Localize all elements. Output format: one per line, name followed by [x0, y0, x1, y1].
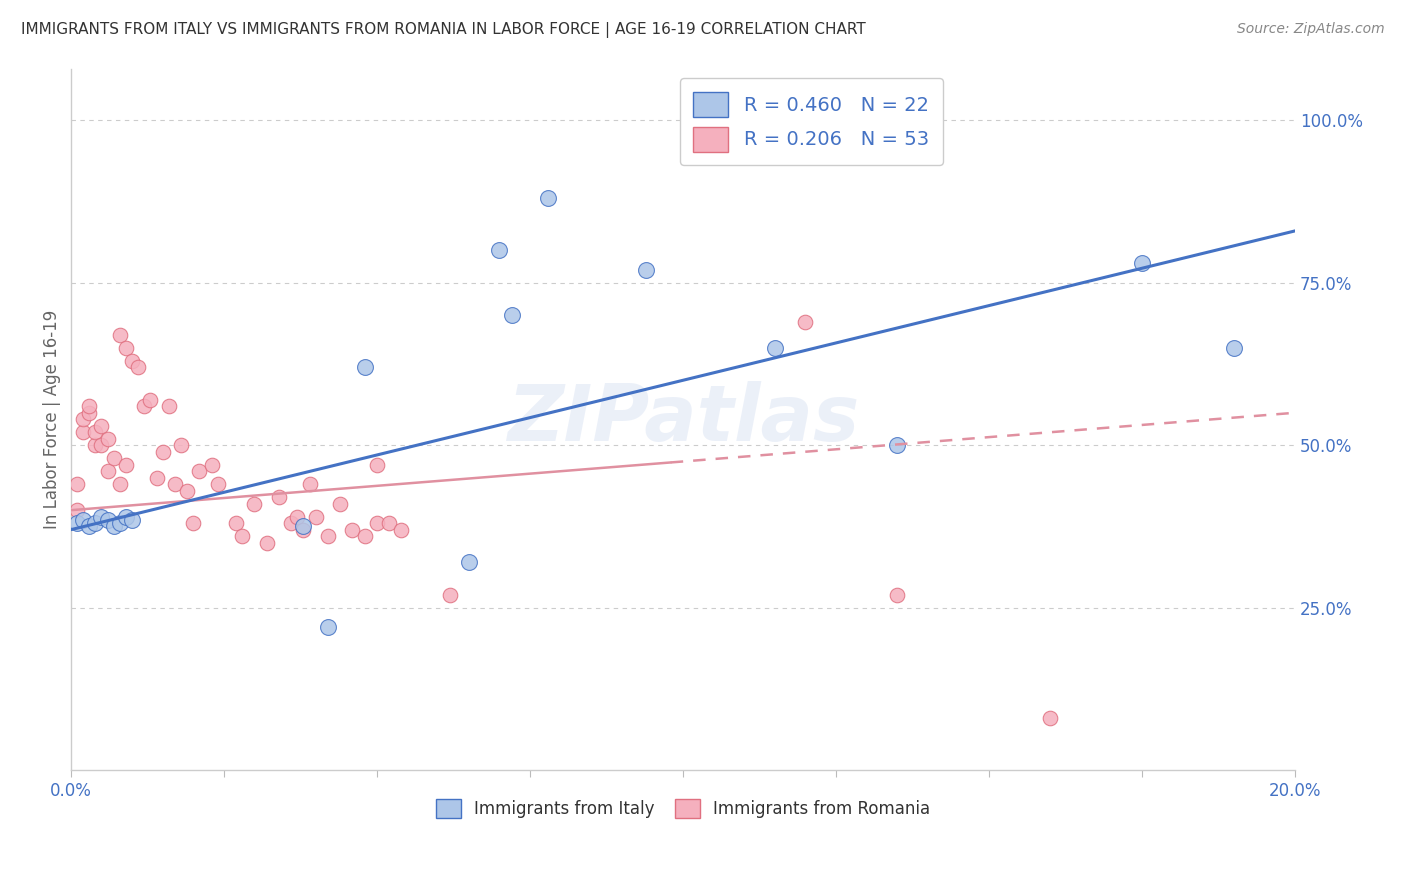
Point: [77, 399, 100, 413]
Point: [66, 516, 89, 531]
Point: [256, 535, 278, 549]
Point: [163, 477, 186, 491]
Point: [90, 509, 112, 524]
Point: [1039, 711, 1062, 725]
Point: [90, 438, 112, 452]
Point: [292, 523, 315, 537]
Point: [84, 516, 107, 531]
Point: [353, 529, 375, 543]
Point: [66, 503, 89, 517]
Point: [1223, 341, 1246, 355]
Point: [378, 516, 401, 531]
Point: [103, 519, 125, 533]
Point: [329, 497, 352, 511]
Point: [84, 438, 107, 452]
Point: [316, 620, 339, 634]
Point: [1130, 256, 1153, 270]
Point: [176, 483, 198, 498]
Point: [121, 513, 143, 527]
Point: [439, 588, 461, 602]
Text: ZIPatlas: ZIPatlas: [506, 381, 859, 458]
Point: [97, 513, 120, 527]
Point: [72, 425, 94, 440]
Point: [72, 513, 94, 527]
Point: [77, 406, 100, 420]
Point: [292, 519, 315, 533]
Point: [305, 509, 328, 524]
Y-axis label: In Labor Force | Age 16-19: In Labor Force | Age 16-19: [44, 310, 60, 529]
Point: [298, 477, 321, 491]
Point: [537, 191, 560, 205]
Point: [145, 471, 167, 485]
Point: [267, 490, 290, 504]
Point: [225, 516, 247, 531]
Point: [103, 451, 125, 466]
Point: [886, 438, 908, 452]
Text: Source: ZipAtlas.com: Source: ZipAtlas.com: [1237, 22, 1385, 37]
Point: [90, 418, 112, 433]
Point: [139, 392, 162, 407]
Point: [77, 519, 100, 533]
Point: [201, 458, 224, 472]
Point: [115, 341, 138, 355]
Point: [72, 412, 94, 426]
Point: [152, 444, 174, 458]
Point: [181, 516, 204, 531]
Point: [66, 477, 89, 491]
Point: [886, 588, 908, 602]
Point: [280, 516, 302, 531]
Point: [115, 458, 138, 472]
Point: [636, 263, 658, 277]
Point: [457, 555, 479, 569]
Point: [501, 309, 523, 323]
Point: [316, 529, 339, 543]
Point: [115, 509, 138, 524]
Point: [366, 458, 388, 472]
Point: [108, 516, 131, 531]
Point: [170, 438, 193, 452]
Point: [488, 244, 510, 258]
Point: [134, 399, 156, 413]
Point: [285, 509, 308, 524]
Point: [127, 360, 149, 375]
Point: [108, 327, 131, 342]
Point: [366, 516, 388, 531]
Legend: Immigrants from Italy, Immigrants from Romania: Immigrants from Italy, Immigrants from R…: [429, 792, 936, 825]
Point: [97, 432, 120, 446]
Point: [389, 523, 412, 537]
Point: [188, 464, 211, 478]
Point: [97, 464, 120, 478]
Point: [231, 529, 253, 543]
Point: [763, 341, 786, 355]
Text: IMMIGRANTS FROM ITALY VS IMMIGRANTS FROM ROMANIA IN LABOR FORCE | AGE 16-19 CORR: IMMIGRANTS FROM ITALY VS IMMIGRANTS FROM…: [21, 22, 866, 38]
Point: [794, 315, 817, 329]
Point: [84, 425, 107, 440]
Point: [121, 353, 143, 368]
Point: [157, 399, 180, 413]
Point: [342, 523, 364, 537]
Point: [207, 477, 229, 491]
Point: [353, 360, 375, 375]
Point: [108, 477, 131, 491]
Point: [243, 497, 266, 511]
